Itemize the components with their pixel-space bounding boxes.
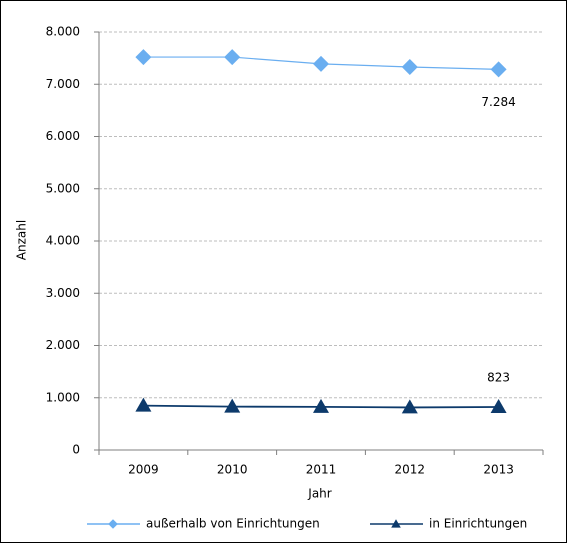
x-axis-title: Jahr: [307, 487, 331, 501]
legend-label: außerhalb von Einrichtungen: [146, 517, 320, 531]
y-tick-label: 2.000: [46, 338, 80, 352]
data-label: 7.284: [481, 95, 515, 109]
y-tick-label: 3.000: [46, 286, 80, 300]
marker: [401, 59, 418, 76]
marker: [135, 397, 152, 412]
marker: [490, 61, 507, 78]
y-tick-label: 5.000: [46, 181, 80, 195]
marker: [313, 398, 329, 413]
x-tick-label: 2012: [395, 463, 426, 477]
legend-marker: [391, 519, 401, 528]
y-tick-label: 0: [72, 443, 80, 457]
legend-label: in Einrichtungen: [429, 517, 527, 531]
y-tick-label: 4.000: [46, 234, 80, 248]
x-tick-label: 2013: [483, 463, 514, 477]
x-tick-label: 2009: [128, 463, 159, 477]
y-tick-label: 1.000: [46, 390, 80, 404]
marker: [224, 398, 241, 413]
marker: [490, 398, 507, 413]
marker: [224, 49, 241, 66]
y-tick-label: 8.000: [46, 25, 80, 39]
y-tick-label: 6.000: [46, 129, 80, 143]
marker: [135, 49, 152, 66]
data-label: 823: [487, 370, 510, 384]
x-tick-label: 2010: [217, 463, 248, 477]
y-tick-label: 7.000: [46, 77, 80, 91]
y-axis-title: Anzahl: [15, 220, 29, 260]
marker: [401, 399, 418, 414]
marker: [313, 55, 329, 72]
x-tick-label: 2011: [306, 463, 337, 477]
